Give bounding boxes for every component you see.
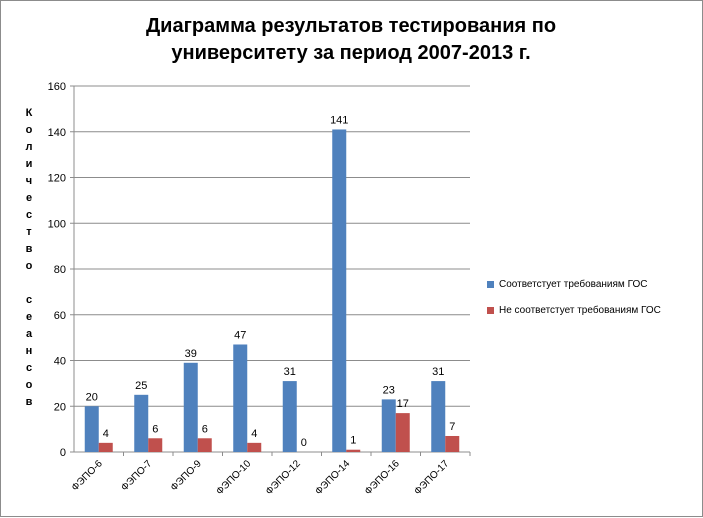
data-label: 31 [432,366,444,378]
y-tick-label: 40 [54,356,66,368]
bar-meets [282,381,297,452]
y-tick-label: 120 [48,173,66,185]
bar-fails [197,438,212,452]
x-tick-label: ФЭПО-17 [412,458,451,497]
chart-title: Диаграмма результатов тестирования по ун… [61,13,641,67]
y-axis-label-letter: в [25,396,33,408]
bar-meets [332,129,347,452]
y-axis-label-letter: в [25,243,33,255]
x-tick-label: ФЭПО-7 [119,458,154,493]
bar-meets [381,399,396,452]
data-label: 4 [251,428,257,440]
x-tick-label: ФЭПО-12 [264,458,303,497]
legend: Соответстует требованиям ГОС Не соответс… [487,277,661,329]
y-axis-label-letter: е [25,311,33,323]
y-tick-label: 140 [48,127,66,139]
data-label: 17 [397,398,409,410]
legend-swatch-1 [487,306,494,314]
data-label: 141 [330,114,348,126]
x-tick-label: ФЭПО-6 [70,458,105,493]
data-label: 25 [135,380,147,392]
bar-meets [431,381,446,452]
data-label: 7 [449,421,455,433]
legend-swatch-0 [487,280,494,288]
y-tick-label: 0 [60,447,66,459]
data-label: 20 [86,391,98,403]
chart-title-line-1: Диаграмма результатов тестирования по [145,15,557,37]
data-label: 4 [103,428,109,440]
y-tick-label: 100 [48,218,66,230]
y-axis-label-letter: ч [25,175,33,187]
chart-title-line-2: университету за период 2007-2013 г. [171,42,531,64]
bar-meets [233,344,248,452]
data-label: 0 [301,437,307,449]
y-axis-label-letter: е [25,192,33,204]
bar-meets [134,394,149,452]
y-axis-label-letter: а [25,328,33,340]
data-label: 47 [234,329,246,341]
bar-fails [148,438,163,452]
data-label: 6 [152,423,158,435]
y-axis-label-letter: о [25,260,33,272]
bar-fails [98,442,113,452]
data-label: 23 [383,384,395,396]
y-axis-label-letter: л [25,141,33,153]
data-label: 39 [185,348,197,360]
legend-label-1: Не соответстует требованиям ГОС [499,304,661,316]
legend-item-0: Соответстует требованиям ГОС [487,277,661,291]
y-axis-label-letter: К [25,107,33,119]
bar-fails [346,449,361,452]
y-tick-label: 160 [48,81,66,93]
y-axis-label-letter: с [25,294,33,306]
y-axis-label-letter: с [25,209,33,221]
data-label: 1 [350,435,356,447]
x-tick-label: ФЭПО-14 [313,458,352,497]
y-axis-label-letter: с [25,362,33,374]
data-label: 31 [284,366,296,378]
data-label: 6 [202,423,208,435]
y-tick-label: 60 [54,310,66,322]
bar-meets [183,362,198,452]
y-tick-label: 80 [54,264,66,276]
x-tick-label: ФЭПО-10 [214,458,253,497]
y-axis-label-letter: н [25,345,33,357]
y-axis-label-letter: о [25,124,33,136]
y-axis-label-letter: и [25,158,33,170]
y-axis-label-letter: о [25,379,33,391]
bar-meets [84,406,99,452]
y-tick-label: 20 [54,401,66,413]
x-tick-label: ФЭПО-16 [363,458,402,497]
x-tick-label: ФЭПО-9 [169,458,204,493]
legend-item-1: Не соответстует требованиям ГОС [487,303,661,317]
bar-fails [395,413,410,452]
legend-label-0: Соответстует требованиям ГОС [499,278,648,290]
bar-fails [247,442,262,452]
y-axis-label-letter: т [26,226,32,238]
bar-fails [445,435,460,452]
